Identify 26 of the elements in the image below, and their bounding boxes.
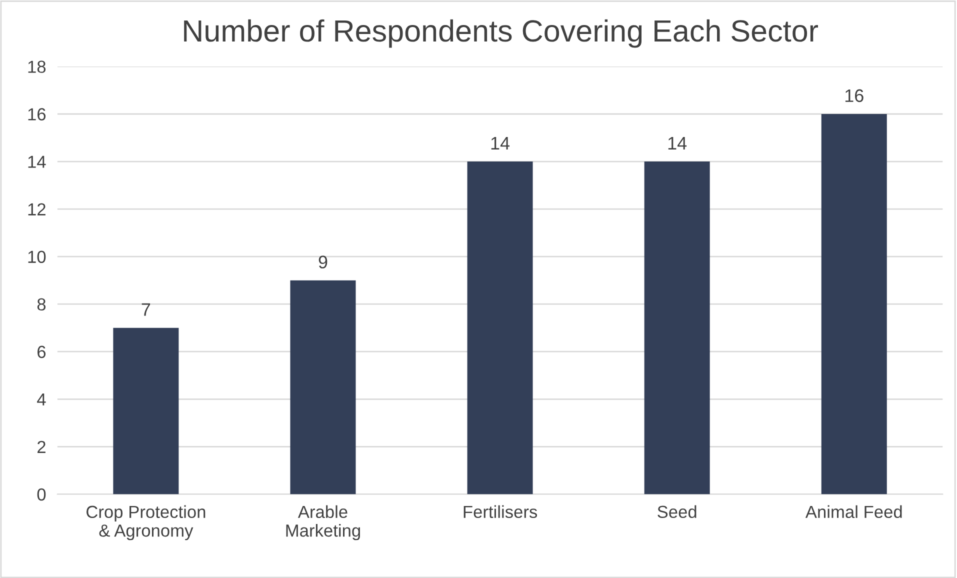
x-tick-label: Fertilisers bbox=[464, 505, 538, 518]
bar bbox=[290, 280, 356, 494]
data-label: 9 bbox=[318, 256, 328, 268]
bar bbox=[467, 162, 533, 494]
y-tick-label: 8 bbox=[37, 298, 46, 311]
data-label: 16 bbox=[845, 89, 864, 102]
x-tick-label: Animal Feed bbox=[805, 505, 902, 518]
y-tick-label: 4 bbox=[37, 393, 46, 406]
y-tick-label: 18 bbox=[28, 60, 46, 73]
x-tick-label: Seed bbox=[658, 505, 696, 518]
bar bbox=[644, 162, 710, 494]
y-tick-label: 14 bbox=[28, 156, 46, 168]
data-label: 7 bbox=[142, 303, 150, 316]
y-tick-label: 10 bbox=[28, 250, 46, 264]
y-tick-label: 16 bbox=[28, 108, 46, 120]
bar bbox=[113, 328, 179, 494]
data-label: 14 bbox=[491, 137, 510, 150]
chart-title: Number of Respondents Covering Each Sector bbox=[184, 19, 818, 48]
x-tick-label: Crop Protection & Agronomy bbox=[86, 505, 206, 540]
data-label: 14 bbox=[668, 137, 687, 150]
y-tick-label: 6 bbox=[38, 346, 46, 358]
y-tick-label: 12 bbox=[28, 203, 46, 216]
bar bbox=[821, 114, 887, 494]
y-tick-label: 2 bbox=[38, 440, 46, 453]
y-tick-label: 0 bbox=[37, 488, 46, 501]
x-tick-label: Arable Marketing bbox=[286, 505, 360, 540]
